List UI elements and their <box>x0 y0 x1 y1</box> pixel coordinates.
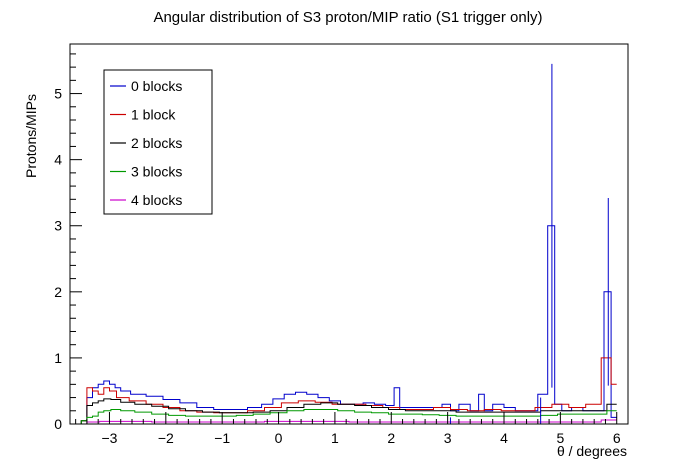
y-tick-label: 5 <box>54 86 62 102</box>
y-tick-label: 1 <box>54 350 62 366</box>
error-bar-layer <box>449 63 609 424</box>
x-tick-label: 0 <box>275 430 283 446</box>
series-line-3 <box>80 409 617 424</box>
x-axis-label: θ / degrees <box>557 443 627 459</box>
series-line-4 <box>81 419 617 425</box>
legend-label-1: 1 block <box>131 107 176 123</box>
x-tick-label: −1 <box>214 430 230 446</box>
x-tick-label: −3 <box>101 430 117 446</box>
x-tick-label: −2 <box>158 430 174 446</box>
x-tick-label: 6 <box>613 430 621 446</box>
x-tick-label: 4 <box>500 430 508 446</box>
x-tick-label: 3 <box>444 430 452 446</box>
y-tick-label: 4 <box>54 152 62 168</box>
series-layer <box>80 225 617 425</box>
y-axis-ticks: 0 1 2 3 4 5 <box>54 53 82 432</box>
legend: 0 blocks 1 block 2 blocks 3 blocks 4 blocks <box>103 69 213 215</box>
legend-label-2: 2 blocks <box>131 135 182 151</box>
x-tick-label: 1 <box>331 430 339 446</box>
y-axis-label: Protons/MIPs <box>23 94 39 178</box>
x-tick-label: 2 <box>387 430 395 446</box>
plot-frame <box>69 43 629 425</box>
legend-label-0: 0 blocks <box>131 78 182 94</box>
x-axis-ticks: −3 −2 −1 0 1 2 3 4 5 6 <box>75 412 629 446</box>
y-tick-label: 0 <box>54 416 62 432</box>
y-tick-label: 3 <box>54 218 62 234</box>
series-line-1 <box>80 357 617 424</box>
x-tick-label: 5 <box>556 430 564 446</box>
legend-box <box>103 69 213 215</box>
legend-label-3: 3 blocks <box>131 164 182 180</box>
legend-label-4: 4 blocks <box>131 192 182 208</box>
y-tick-label: 2 <box>54 284 62 300</box>
chart-title: Angular distribution of S3 proton/MIP ra… <box>153 9 542 26</box>
